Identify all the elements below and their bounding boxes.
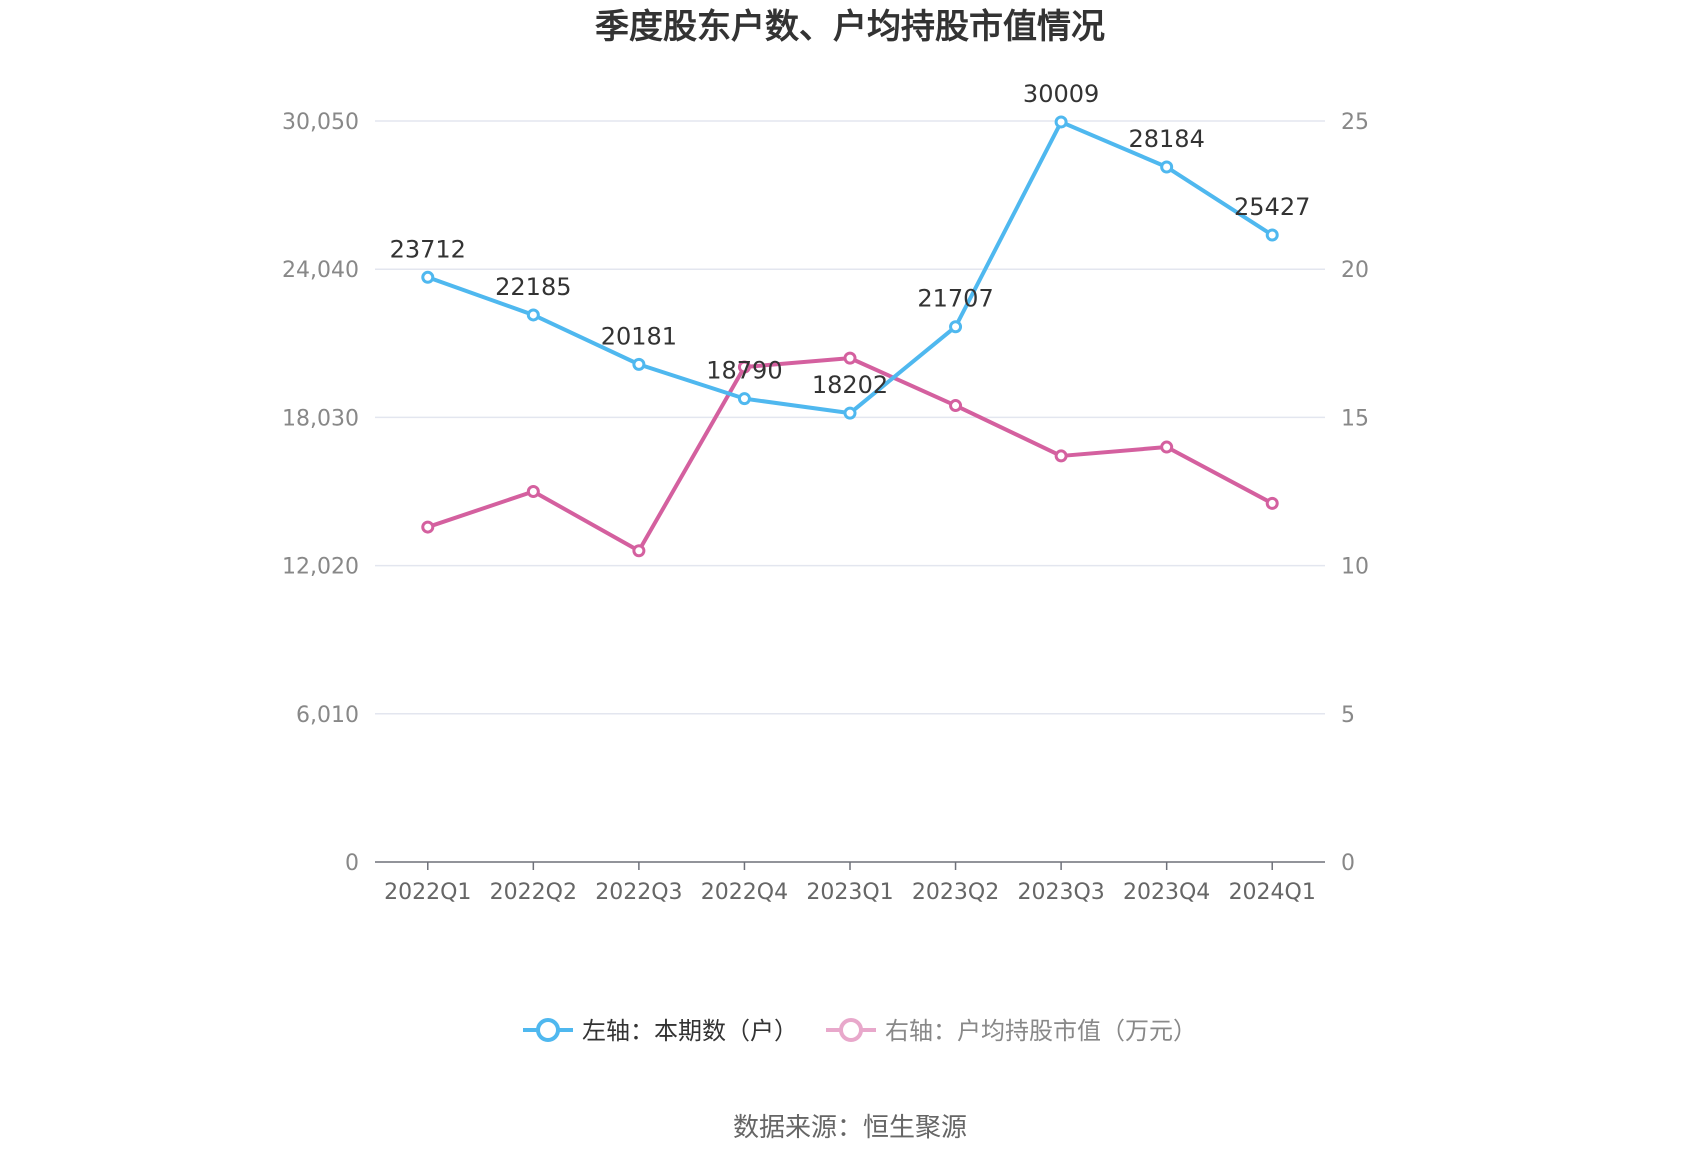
x-axis-tick-label: 2023Q2: [912, 880, 999, 905]
data-point-left-axis: [1160, 160, 1174, 174]
data-point-right-axis: [526, 485, 540, 498]
data-label: 25427: [1234, 193, 1310, 221]
data-label: 23712: [390, 235, 466, 263]
chart-title: 季度股东户数、户均持股市值情况: [595, 7, 1105, 47]
data-point-left-axis: [632, 357, 646, 371]
right-axis-tick-label: 10: [1341, 555, 1369, 580]
left-axis-tick-label: 18,030: [282, 406, 359, 431]
data-point-right-axis: [632, 544, 646, 558]
left-axis-tick-label: 30,050: [282, 110, 359, 135]
legend-item-right-axis[interactable]: 右轴：户均持股市值（万元）: [826, 1017, 1197, 1045]
x-axis-tick-label: 2022Q3: [595, 880, 682, 905]
series-line-left-axis: [427, 120, 1274, 416]
data-label: 30009: [1023, 80, 1099, 108]
legend-label-left: 左轴：本期数（户）: [582, 1017, 798, 1045]
data-point-right-axis: [949, 399, 963, 413]
x-axis-tick-label: 2023Q4: [1123, 880, 1210, 905]
data-point-right-axis: [737, 360, 751, 374]
data-point-left-axis: [843, 406, 857, 420]
data-point-left-axis: [1054, 115, 1068, 129]
legend-marker-right: [839, 1018, 863, 1042]
left-axis-tick-label: 6,010: [296, 703, 359, 728]
legend-marker-left: [536, 1018, 560, 1042]
data-label: 28184: [1128, 125, 1204, 153]
data-point-right-axis: [1160, 440, 1174, 454]
data-point-left-axis: [1265, 228, 1279, 242]
data-label: 18790: [706, 357, 782, 385]
right-axis-tick-label: 25: [1341, 110, 1369, 135]
legend-item-left-axis[interactable]: 左轴：本期数（户）: [523, 1017, 798, 1045]
data-label: 22185: [495, 273, 571, 301]
series-layer: [421, 115, 1279, 558]
data-label: 20181: [601, 322, 677, 350]
x-axis-tick-label: 2024Q1: [1229, 880, 1316, 905]
x-axis-tick-label: 2022Q2: [490, 880, 577, 905]
data-point-left-axis: [737, 392, 751, 406]
data-point-left-axis: [421, 270, 435, 284]
legend-label-right: 右轴：户均持股市值（万元）: [885, 1017, 1197, 1045]
left-axis-tick-label: 24,040: [282, 258, 359, 283]
right-axis-tick-label: 5: [1341, 703, 1355, 728]
axis-layer: 0 0 6,010 5 12,020 10 18,030 15 24,040 20 30,050 25…: [282, 110, 1369, 905]
data-label-layer: 23712 22185 20181 18790 18202 21707 30009 28184…: [390, 80, 1311, 399]
x-axis-tick-label: 2023Q1: [806, 880, 893, 905]
data-source: 数据来源：恒生聚源: [733, 1113, 967, 1143]
x-axis-tick-label: 2023Q3: [1017, 880, 1104, 905]
left-axis-tick-label: 12,020: [282, 555, 359, 580]
right-axis-tick-label: 20: [1341, 258, 1369, 283]
x-axis-tick-label: 2022Q4: [701, 880, 788, 905]
data-point-right-axis: [843, 351, 857, 365]
data-point-right-axis: [1054, 449, 1068, 463]
data-label: 21707: [917, 285, 993, 313]
left-axis-tick-label: 0: [345, 851, 359, 876]
x-axis-tick-label: 2022Q1: [384, 880, 471, 905]
legend[interactable]: 左轴：本期数（户） 右轴：户均持股市值（万元）: [523, 1017, 1197, 1045]
data-point-left-axis: [526, 308, 540, 322]
data-point-right-axis: [421, 520, 435, 534]
data-point-left-axis: [949, 320, 963, 334]
right-axis-tick-label: 0: [1341, 851, 1355, 876]
data-label: 18202: [812, 371, 888, 399]
right-axis-tick-label: 15: [1341, 406, 1369, 431]
data-point-right-axis: [1265, 496, 1279, 510]
